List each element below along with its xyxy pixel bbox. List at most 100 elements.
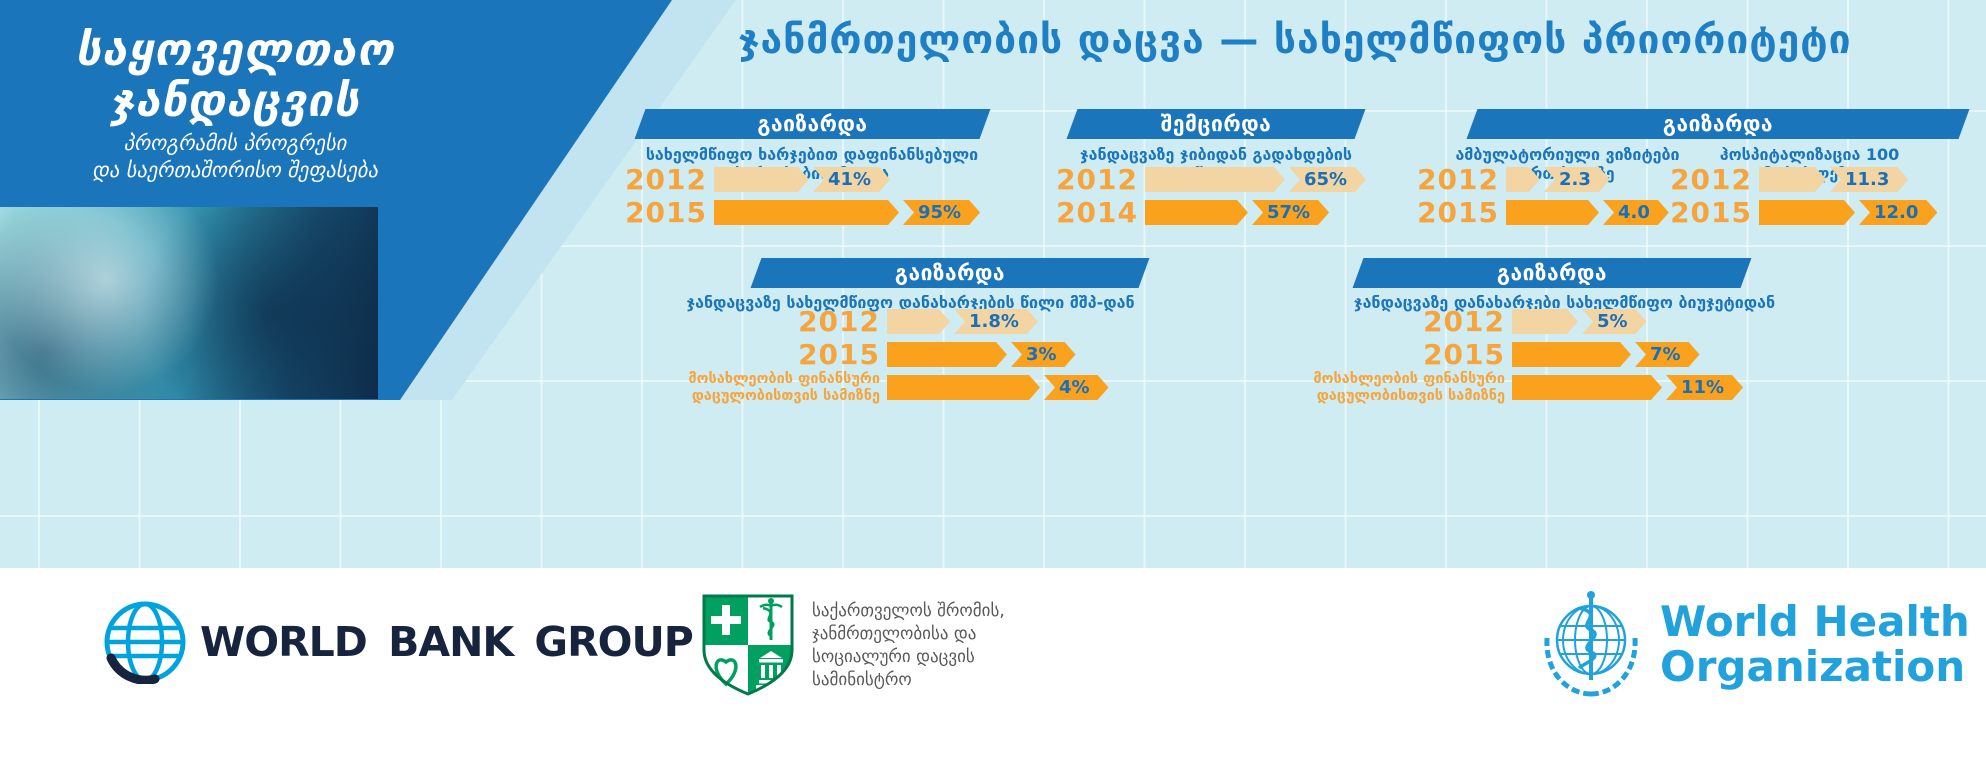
bar: 7% (1512, 342, 1700, 367)
year-label: 2012 (798, 305, 880, 338)
bar-value: 3% (1026, 344, 1057, 365)
group2-header: შემცირდა (1160, 112, 1272, 136)
who-name: World Health Organization (1660, 599, 1970, 691)
bar-value: 95% (918, 202, 962, 223)
banner-subtitle: პროგრამის პროგრესი და საერთაშორისო შეფას… (10, 130, 460, 184)
ministry-name-line3: სოციალური დაცვის (812, 646, 975, 667)
bar: 11.3 (1759, 167, 1908, 192)
bar-value-arrow: 41% (813, 167, 890, 192)
bar-value-arrow: 5% (1582, 309, 1647, 334)
bar-body (1506, 200, 1599, 225)
bar-row: 2012 11.3 (1647, 163, 1908, 196)
banner-title-line1: საყოველთაო (75, 23, 395, 76)
bar: 4.0 (1506, 200, 1669, 225)
bar: 4% (887, 375, 1109, 400)
who-name-line2: Organization (1660, 641, 1966, 691)
bar: 11% (1512, 375, 1743, 400)
bar-value-arrow: 4% (1044, 375, 1109, 400)
bar-value-arrow: 7% (1635, 342, 1700, 367)
year-label: 2012 (1423, 305, 1505, 338)
bar-body (887, 309, 950, 334)
group4-subtitle: ჯანდაცვაზე სახელმწიფო დანახარჯების წილი … (686, 293, 1135, 312)
bar-value-arrow: 11.3 (1830, 167, 1908, 192)
bar-body (714, 167, 809, 192)
bar-value-arrow: 11% (1666, 375, 1743, 400)
bar-body (1512, 375, 1662, 400)
year-label: 2012 (1670, 163, 1752, 196)
group4-header: გაიზარდა (894, 261, 1006, 285)
bar-value: 4.0 (1618, 202, 1650, 223)
bar: 41% (714, 167, 890, 192)
bar-value: 4% (1059, 377, 1090, 398)
bar-row: 2015 3% (612, 341, 1076, 369)
target-label: მოსახლეობის ფინანსური დაცულობისთვის სამი… (1237, 371, 1505, 404)
bar-value: 12.0 (1874, 202, 1919, 223)
bar-body (1145, 200, 1248, 225)
bar: 3% (887, 342, 1076, 367)
bar-row: 2015 4.0 (1394, 199, 1669, 227)
banner-title: საყოველთაო ჯანდაცვის (10, 24, 460, 127)
bar-value: 5% (1597, 311, 1628, 332)
bar-row: 2015 7% (1237, 338, 1700, 371)
bar-value-arrow: 95% (903, 200, 980, 225)
bar-value: 1.8% (969, 311, 1019, 332)
bar-value: 41% (828, 169, 872, 190)
banner-subtitle-line2: და საერთაშორისო შეფასება (92, 158, 378, 183)
page-title: ჯანმრთელობის დაცვა — სახელმწიფოს პრიორიტ… (738, 18, 1852, 63)
year-label: 2015 (1670, 196, 1752, 229)
bar-value: 57% (1267, 202, 1311, 223)
group5-subtitle: ჯანდაცვაზე დანახარჯები სახელმწიფო ბიუჯეტ… (1353, 293, 1776, 312)
bar: 65% (1145, 167, 1366, 192)
medical-photo (0, 207, 378, 399)
group4-header-banner: გაიზარდა (750, 258, 1150, 288)
bar-body (887, 375, 1040, 400)
bar: 1.8% (887, 309, 1038, 334)
bar-value-arrow: 12.0 (1859, 200, 1937, 225)
ministry-name-line2: ჯანმრთელობისა და (812, 623, 977, 644)
bar-value-arrow: 1.8% (954, 309, 1038, 334)
bar-row: 2014 57% (1033, 196, 1329, 229)
bar-value: 65% (1304, 169, 1348, 190)
year-label: 2015 (625, 196, 707, 229)
bar-row: მოსახლეობის ფინანსური დაცულობისთვის სამი… (1237, 371, 1743, 404)
year-label: 2012 (1417, 163, 1499, 196)
bar-body (1506, 167, 1540, 192)
ministry-name: საქართველოს შრომის, ჯანმრთელობისა და სოც… (812, 600, 1005, 692)
banner-subtitle-line1: პროგრამის პროგრესი (123, 131, 347, 155)
bar-row: 2012 5% (1237, 305, 1647, 338)
banner-title-line2: ჯანდაცვის (110, 74, 360, 128)
footer-band (0, 568, 1986, 766)
world-bank-globe-icon (103, 600, 187, 684)
group3-header-banner: გაიზარდა (1466, 109, 1970, 139)
group5-header-banner: გაიზარდა (1352, 258, 1752, 288)
bar-row: 2015 12.0 (1647, 196, 1937, 229)
year-label: 2014 (1056, 196, 1138, 229)
bar-value: 2.3 (1559, 169, 1591, 190)
bar-row: 2012 65% (1033, 166, 1366, 194)
world-bank-label: WORLD BANK GROUP (200, 618, 694, 666)
bar-row: 2012 41% (602, 163, 890, 196)
bar-body (1759, 200, 1855, 225)
year-label: 2012 (625, 163, 707, 196)
target-label-line1: მოსახლეობის ფინანსური (1313, 370, 1505, 387)
group5-header: გაიზარდა (1496, 261, 1608, 285)
year-label: 2015 (1423, 338, 1505, 371)
bar: 95% (714, 200, 980, 225)
bar-row: 2012 2.3 (1394, 163, 1610, 196)
bar-body (714, 200, 899, 225)
ministry-name-line4: სამინისტრო (812, 669, 912, 690)
bar-value-arrow: 2.3 (1544, 167, 1610, 192)
bar-value-arrow: 3% (1011, 342, 1076, 367)
bar-value: 7% (1650, 344, 1681, 365)
bar-row: 2015 95% (602, 196, 980, 229)
ministry-name-line1: საქართველოს შრომის, (812, 601, 1005, 621)
bar-row: მოსახლეობის ფინანსური დაცულობისთვის სამი… (612, 371, 1109, 404)
target-label-line2: დაცულობისთვის სამიზნე (691, 387, 880, 404)
bar-body (1512, 342, 1631, 367)
ministry-shield-emblem-icon (700, 592, 796, 698)
bar-value: 11% (1681, 377, 1725, 398)
bar-body (1759, 167, 1826, 192)
bar: 57% (1145, 200, 1329, 225)
bar-row: 2012 1.8% (612, 305, 1038, 338)
